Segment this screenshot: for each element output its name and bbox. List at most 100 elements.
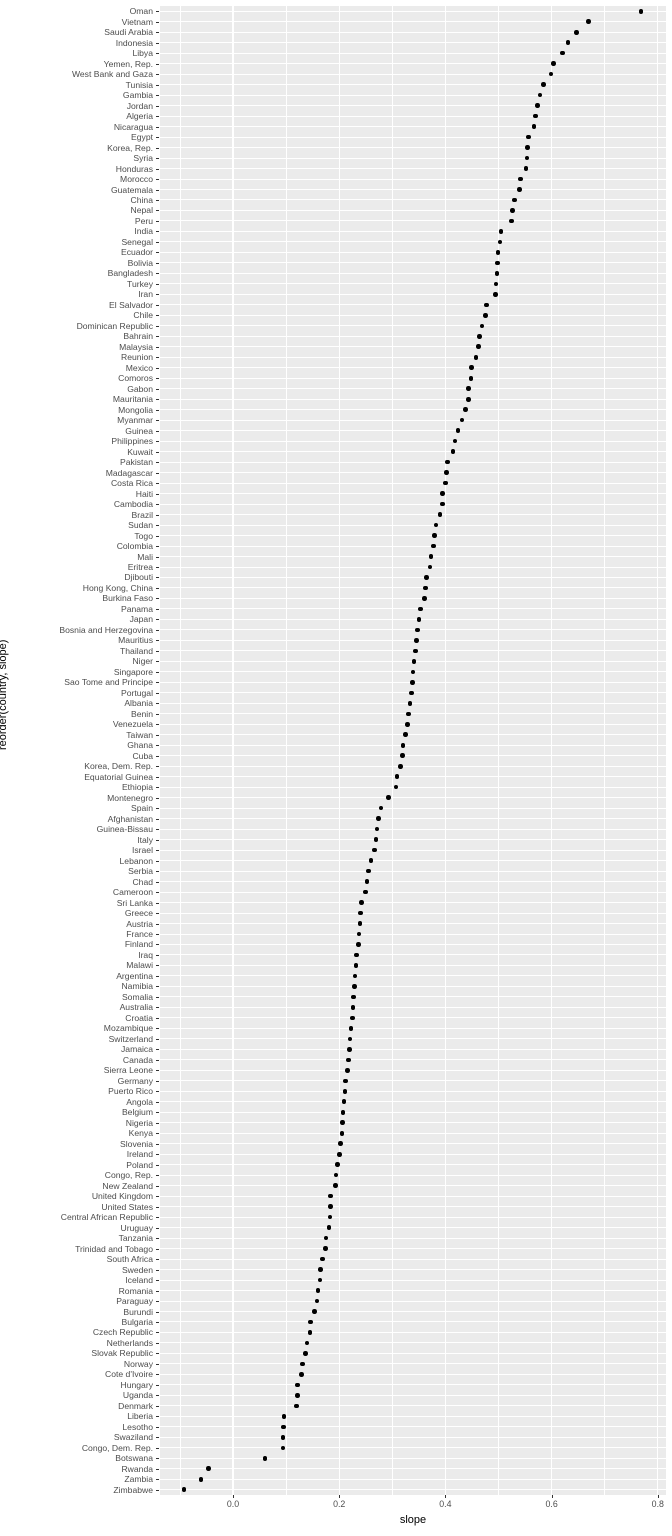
gridline-horizontal xyxy=(160,1352,666,1354)
y-tick-mark xyxy=(156,367,159,369)
gridline-horizontal xyxy=(160,63,666,65)
gridline-horizontal xyxy=(160,461,666,463)
data-point xyxy=(440,491,446,496)
y-tick-mark xyxy=(156,199,159,201)
country-label: Madagascar xyxy=(105,467,153,478)
gridline-horizontal xyxy=(160,451,666,453)
gridline-horizontal xyxy=(160,797,666,799)
data-point xyxy=(535,103,541,108)
gridline-horizontal xyxy=(160,734,666,736)
country-label: Turkey xyxy=(127,278,153,289)
gridline-horizontal xyxy=(160,1342,666,1344)
country-label: Algeria xyxy=(126,111,153,122)
y-tick-mark xyxy=(156,42,159,44)
gridline-horizontal xyxy=(160,178,666,180)
data-point xyxy=(406,711,412,717)
y-tick-mark xyxy=(156,577,159,579)
data-point xyxy=(400,753,405,759)
country-label: Equatorial Guinea xyxy=(84,771,153,782)
y-tick-mark xyxy=(156,388,159,390)
country-label: Montenegro xyxy=(107,792,153,803)
data-point xyxy=(459,417,465,423)
y-tick-mark xyxy=(156,189,159,191)
country-label: Dominican Republic xyxy=(76,320,153,331)
gridline-horizontal xyxy=(160,440,666,442)
data-point xyxy=(341,1099,347,1105)
data-point xyxy=(393,784,399,790)
data-point xyxy=(312,1309,318,1314)
country-label: Cote d'Ivoire xyxy=(105,1369,153,1380)
gridline-horizontal xyxy=(160,891,666,893)
y-tick-mark xyxy=(156,1059,159,1061)
country-label: Namibia xyxy=(121,981,153,992)
gridline-horizontal xyxy=(160,1237,666,1239)
gridline-horizontal xyxy=(160,702,666,704)
country-label: Syria xyxy=(133,153,153,164)
y-tick-mark xyxy=(156,1405,159,1407)
country-label: Peru xyxy=(134,215,153,226)
data-point xyxy=(495,250,501,255)
gridline-horizontal xyxy=(160,1017,666,1019)
gridline-horizontal xyxy=(160,493,666,495)
country-label: Uruguay xyxy=(120,1222,153,1233)
data-point xyxy=(512,197,517,203)
gridline-horizontal xyxy=(160,482,666,484)
country-label: Finland xyxy=(124,939,153,950)
y-tick-mark xyxy=(156,1301,159,1302)
data-point xyxy=(394,774,400,779)
data-point xyxy=(428,554,434,559)
country-label: Philippines xyxy=(111,436,153,447)
data-point xyxy=(444,470,449,475)
data-point xyxy=(345,1068,350,1073)
gridline-horizontal xyxy=(160,1258,666,1260)
country-label: Cuba xyxy=(132,750,153,761)
country-label: Albania xyxy=(124,698,153,709)
data-point xyxy=(509,218,515,224)
data-point xyxy=(551,61,556,66)
gridline-horizontal xyxy=(160,1027,666,1029)
y-tick-mark xyxy=(156,514,159,516)
gridline-horizontal xyxy=(160,1489,666,1491)
data-point xyxy=(198,1476,204,1482)
country-label: Myanmar xyxy=(117,415,153,426)
data-point xyxy=(378,805,384,811)
y-tick-mark xyxy=(156,1038,159,1040)
y-tick-mark xyxy=(156,1280,159,1282)
x-tick-mark xyxy=(445,1495,447,1498)
y-tick-mark xyxy=(156,126,159,128)
gridline-horizontal xyxy=(160,21,666,23)
gridline-horizontal xyxy=(160,84,666,86)
data-point xyxy=(326,1225,332,1230)
y-tick-mark xyxy=(156,53,159,55)
country-label: Bosnia and Herzegovina xyxy=(59,624,153,635)
data-point xyxy=(494,271,500,276)
y-tick-mark xyxy=(156,661,159,663)
data-point xyxy=(333,1172,339,1178)
y-tick-mark xyxy=(156,692,159,694)
gridline-horizontal xyxy=(160,985,666,987)
gridline-horizontal xyxy=(160,1153,666,1155)
gridline-vertical-major xyxy=(338,6,340,1495)
y-tick-mark xyxy=(156,902,159,904)
country-label: Lebanon xyxy=(119,855,153,866)
data-point xyxy=(327,1214,333,1220)
country-label: Guinea xyxy=(125,425,153,436)
y-tick-mark xyxy=(156,210,159,212)
gridline-vertical-minor xyxy=(604,6,605,1495)
country-label: Mali xyxy=(137,551,153,562)
data-point xyxy=(450,449,456,454)
gridline-horizontal xyxy=(160,807,666,809)
y-tick-mark xyxy=(156,420,159,422)
gridline-horizontal xyxy=(160,587,666,589)
data-point xyxy=(374,826,380,832)
country-label: Hungary xyxy=(120,1379,153,1390)
data-point xyxy=(314,1298,320,1304)
data-point xyxy=(416,617,422,622)
data-point xyxy=(340,1109,346,1115)
data-point xyxy=(423,575,429,580)
country-label: Iraq xyxy=(138,949,153,960)
y-tick-mark xyxy=(156,483,159,485)
country-label: Reunion xyxy=(120,352,153,363)
gridline-vertical-minor xyxy=(392,6,393,1495)
gridline-vertical-minor xyxy=(179,6,181,1495)
